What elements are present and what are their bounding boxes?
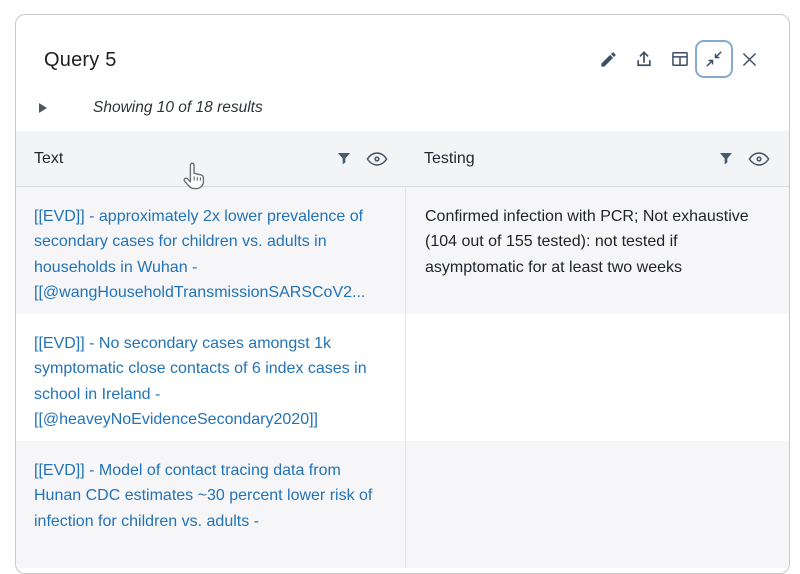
filter-icon[interactable] [717,150,735,168]
collapse-arrows-icon [705,50,723,68]
result-link[interactable]: [[EVD]] - approximately 2x lower prevale… [34,208,366,301]
page-title: Query 5 [44,49,117,71]
results-summary-row: Showing 10 of 18 results [39,99,263,117]
table-row: [[EVD]] - Model of contact tracing data … [16,441,789,568]
result-link[interactable]: [[EVD]] - No secondary cases amongst 1k … [34,335,367,428]
column-label: Testing [424,149,475,167]
query-results-panel: Query 5 [15,14,790,574]
result-link[interactable]: [[EVD]] - Model of contact tracing data … [34,462,373,530]
results-summary: Showing 10 of 18 results [93,99,263,116]
table-header-row: Text Testing [16,131,789,187]
export-button[interactable] [632,47,656,71]
export-upload-icon [634,49,654,69]
close-icon [741,51,758,68]
eye-icon[interactable] [366,151,388,167]
eye-icon[interactable] [748,151,770,167]
table-row: [[EVD]] - No secondary cases amongst 1k … [16,314,789,441]
column-header-testing[interactable]: Testing [405,131,789,186]
testing-cell [405,441,789,568]
collapse-button[interactable] [695,40,733,78]
results-table: Text Testing [16,131,789,568]
table-row: [[EVD]] - approximately 2x lower prevale… [16,187,789,314]
testing-cell: Confirmed infection with PCR; Not exhaus… [405,187,789,314]
edit-button[interactable] [596,47,620,71]
table-view-button[interactable] [668,47,692,71]
close-button[interactable] [737,47,761,71]
column-header-text[interactable]: Text [16,131,405,186]
filter-icon[interactable] [335,150,353,168]
disclosure-triangle-icon[interactable] [39,103,47,113]
testing-cell [405,314,789,441]
edit-pencil-icon [599,50,618,69]
column-label: Text [34,149,64,167]
table-view-icon [670,49,690,69]
panel-toolbar [596,40,761,78]
